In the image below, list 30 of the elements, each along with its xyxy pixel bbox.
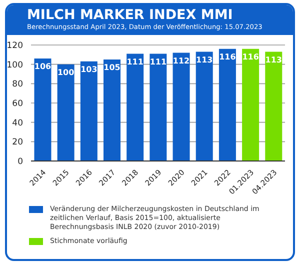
chart-title: MILCH MARKER INDEX MMI <box>27 7 234 23</box>
y-tick-label: 20 <box>12 138 23 148</box>
y-tick-label: 40 <box>12 118 23 128</box>
data-label: 111 <box>126 57 144 66</box>
y-tick-label: 80 <box>12 80 23 90</box>
bar <box>57 64 74 161</box>
data-label: 111 <box>150 57 167 66</box>
bar <box>242 48 260 161</box>
y-tick-label: 120 <box>6 41 23 52</box>
bar <box>218 48 236 161</box>
data-label: 112 <box>172 56 190 66</box>
data-label: 105 <box>104 63 121 72</box>
bar <box>150 54 167 161</box>
bar <box>34 58 52 161</box>
bar <box>80 61 98 161</box>
bar <box>126 54 144 161</box>
bar <box>104 60 121 161</box>
bar <box>265 52 282 161</box>
data-label: 106 <box>34 62 52 72</box>
data-label: 116 <box>242 52 260 62</box>
data-label: 113 <box>196 55 213 64</box>
y-tick-label: 0 <box>18 157 23 168</box>
data-label: 100 <box>57 68 75 78</box>
bar <box>172 52 190 161</box>
bar <box>196 52 213 161</box>
y-tick-label: 100 <box>6 60 23 70</box>
data-label: 116 <box>219 52 236 62</box>
y-tick-label: 60 <box>12 99 23 110</box>
data-label: 103 <box>80 65 98 74</box>
data-label: 113 <box>265 55 282 64</box>
